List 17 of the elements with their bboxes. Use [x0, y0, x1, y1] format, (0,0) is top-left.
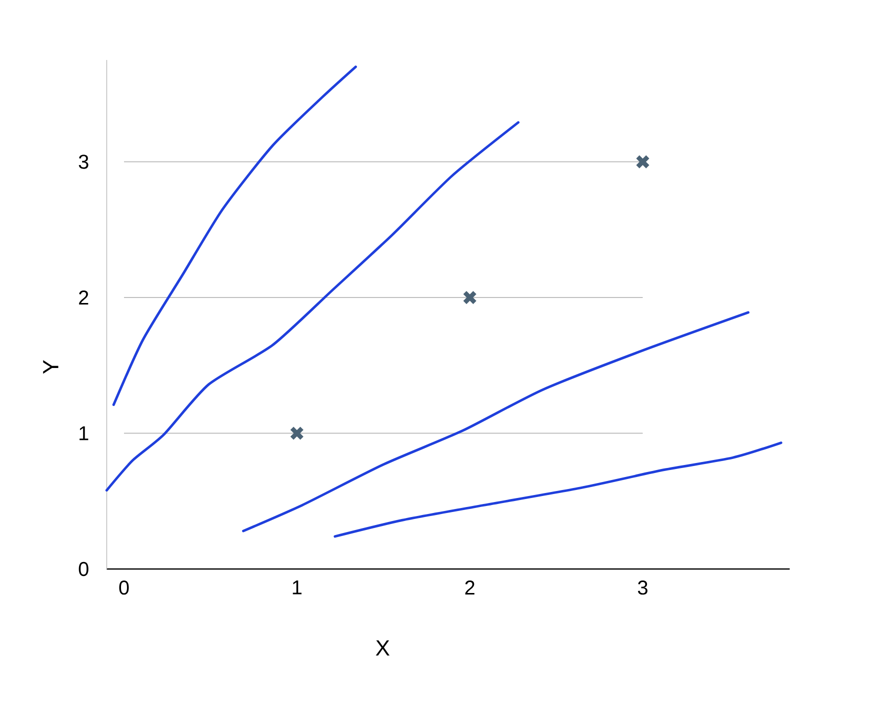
x-tick-label: 3 — [638, 580, 648, 595]
x-axis-title: X — [376, 640, 390, 656]
point — [462, 290, 478, 305]
y-tick-label: 1 — [80, 426, 88, 440]
y-tick-label: 3 — [78, 154, 88, 169]
y-axis-title: Y — [43, 360, 58, 374]
x-tick-label: 0 — [119, 580, 129, 595]
y-tick-label: 2 — [79, 290, 88, 305]
line-series — [112, 66, 357, 406]
x-tick-label: 2 — [465, 580, 474, 594]
line-series — [242, 311, 750, 532]
x-tick-label: 1 — [292, 580, 302, 594]
y-tick-label: 0 — [78, 562, 88, 576]
point — [636, 154, 650, 169]
point — [290, 426, 304, 440]
line-series — [334, 442, 782, 538]
line-series — [105, 121, 520, 492]
